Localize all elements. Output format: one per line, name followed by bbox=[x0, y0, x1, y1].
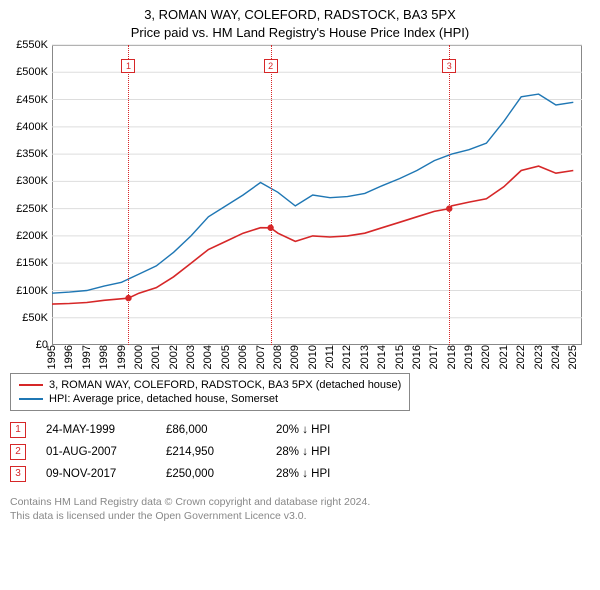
x-axis-label: 2009 bbox=[289, 345, 301, 372]
x-axis-label: 2017 bbox=[428, 345, 440, 372]
x-axis-label: 2000 bbox=[133, 345, 145, 372]
sale-row-diff: 28% ↓ HPI bbox=[276, 446, 366, 458]
sale-row: 1 24-MAY-1999 £86,000 20% ↓ HPI bbox=[10, 419, 590, 441]
footnote-line-2: This data is licensed under the Open Gov… bbox=[10, 509, 590, 523]
sales-table: 1 24-MAY-1999 £86,000 20% ↓ HPI 2 01-AUG-2007… bbox=[10, 419, 590, 485]
sale-row-diff: 20% ↓ HPI bbox=[276, 424, 366, 436]
sale-row-price: £250,000 bbox=[166, 468, 256, 480]
y-axis-label: £400K bbox=[16, 121, 52, 133]
x-axis-label: 1999 bbox=[116, 345, 128, 372]
title-line-2: Price paid vs. HM Land Registry's House … bbox=[10, 24, 590, 42]
x-axis-label: 2001 bbox=[150, 345, 162, 372]
sale-row-marker: 3 bbox=[10, 466, 26, 482]
x-axis-label: 2013 bbox=[359, 345, 371, 372]
legend-swatch-hpi bbox=[19, 398, 43, 400]
legend-row-hpi: HPI: Average price, detached house, Some… bbox=[19, 392, 401, 406]
y-axis-label: £300K bbox=[16, 175, 52, 187]
x-axis-label: 2003 bbox=[185, 345, 197, 372]
title-line-1: 3, ROMAN WAY, COLEFORD, RADSTOCK, BA3 5P… bbox=[10, 6, 590, 24]
y-axis-label: £150K bbox=[16, 257, 52, 269]
legend: 3, ROMAN WAY, COLEFORD, RADSTOCK, BA3 5P… bbox=[10, 373, 410, 411]
x-axis-label: 2015 bbox=[394, 345, 406, 372]
x-axis-label: 2024 bbox=[550, 345, 562, 372]
sale-row: 2 01-AUG-2007 £214,950 28% ↓ HPI bbox=[10, 441, 590, 463]
x-axis-label: 2025 bbox=[567, 345, 579, 372]
y-axis-label: £350K bbox=[16, 148, 52, 160]
legend-label-hpi: HPI: Average price, detached house, Some… bbox=[49, 393, 278, 405]
x-axis-label: 1997 bbox=[81, 345, 93, 372]
x-axis-label: 1995 bbox=[46, 345, 58, 372]
sale-marker-line bbox=[128, 45, 129, 345]
sale-row-date: 09-NOV-2017 bbox=[46, 468, 146, 480]
y-axis-label: £450K bbox=[16, 94, 52, 106]
legend-row-property: 3, ROMAN WAY, COLEFORD, RADSTOCK, BA3 5P… bbox=[19, 378, 401, 392]
x-axis-label: 2018 bbox=[446, 345, 458, 372]
x-axis-label: 2012 bbox=[341, 345, 353, 372]
x-axis-label: 2010 bbox=[307, 345, 319, 372]
x-axis-label: 2016 bbox=[411, 345, 423, 372]
price-chart: £0£50K£100K£150K£200K£250K£300K£350K£400… bbox=[52, 45, 582, 345]
x-axis-label: 2007 bbox=[255, 345, 267, 372]
footnote: Contains HM Land Registry data © Crown c… bbox=[10, 495, 590, 523]
sale-row-date: 24-MAY-1999 bbox=[46, 424, 146, 436]
sale-row-price: £86,000 bbox=[166, 424, 256, 436]
x-axis-label: 2019 bbox=[463, 345, 475, 372]
x-axis-label: 2005 bbox=[220, 345, 232, 372]
sale-marker-line bbox=[271, 45, 272, 345]
x-axis-label: 2021 bbox=[498, 345, 510, 372]
x-axis-label: 2006 bbox=[237, 345, 249, 372]
sale-row-marker: 2 bbox=[10, 444, 26, 460]
sale-row-marker: 1 bbox=[10, 422, 26, 438]
y-axis-label: £50K bbox=[22, 312, 52, 324]
y-axis-label: £550K bbox=[16, 39, 52, 51]
sale-row-date: 01-AUG-2007 bbox=[46, 446, 146, 458]
x-axis-label: 2004 bbox=[202, 345, 214, 372]
x-axis-label: 2014 bbox=[376, 345, 388, 372]
x-axis-label: 2020 bbox=[480, 345, 492, 372]
y-axis-label: £250K bbox=[16, 203, 52, 215]
y-axis-label: £500K bbox=[16, 66, 52, 78]
sale-marker-box: 1 bbox=[121, 59, 135, 73]
footnote-line-1: Contains HM Land Registry data © Crown c… bbox=[10, 495, 590, 509]
x-axis-label: 1998 bbox=[98, 345, 110, 372]
x-axis-label: 2022 bbox=[515, 345, 527, 372]
sale-marker-box: 3 bbox=[442, 59, 456, 73]
x-axis-label: 2023 bbox=[533, 345, 545, 372]
plot-svg bbox=[52, 45, 582, 345]
y-axis-label: £200K bbox=[16, 230, 52, 242]
x-axis-label: 2002 bbox=[168, 345, 180, 372]
y-axis-label: £100K bbox=[16, 285, 52, 297]
x-axis-label: 2011 bbox=[324, 345, 336, 372]
sale-row: 3 09-NOV-2017 £250,000 28% ↓ HPI bbox=[10, 463, 590, 485]
sale-marker-line bbox=[449, 45, 450, 345]
chart-title: 3, ROMAN WAY, COLEFORD, RADSTOCK, BA3 5P… bbox=[10, 6, 590, 41]
x-axis-label: 1996 bbox=[63, 345, 75, 372]
sale-marker-box: 2 bbox=[264, 59, 278, 73]
legend-label-property: 3, ROMAN WAY, COLEFORD, RADSTOCK, BA3 5P… bbox=[49, 379, 401, 391]
x-axis-label: 2008 bbox=[272, 345, 284, 372]
sale-row-diff: 28% ↓ HPI bbox=[276, 468, 366, 480]
legend-swatch-property bbox=[19, 384, 43, 386]
sale-row-price: £214,950 bbox=[166, 446, 256, 458]
